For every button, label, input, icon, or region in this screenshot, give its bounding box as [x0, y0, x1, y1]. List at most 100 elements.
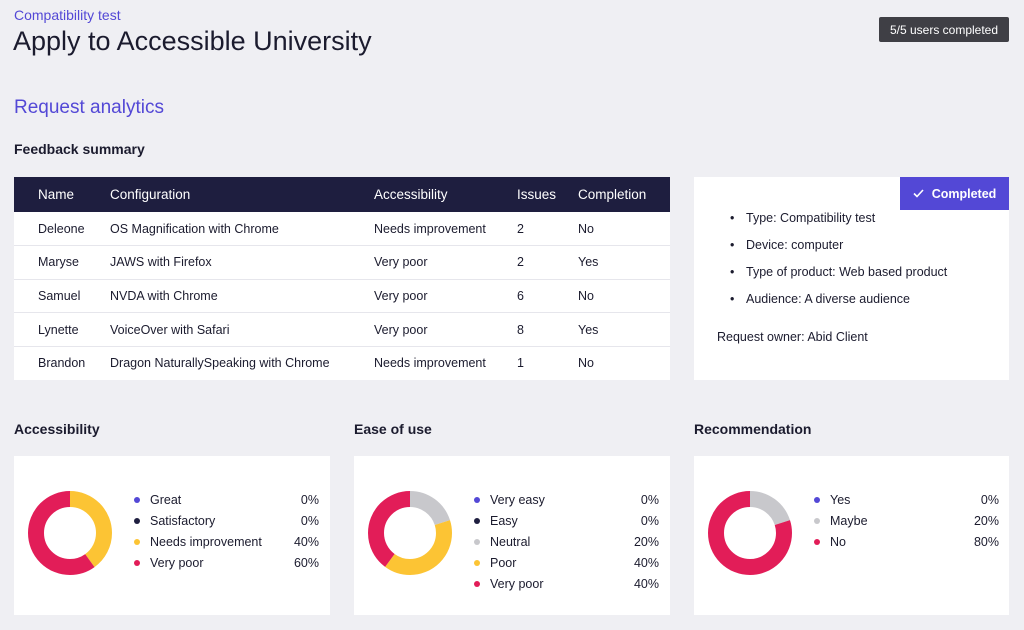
check-icon — [913, 187, 924, 201]
cell-issues: 1 — [517, 356, 524, 371]
page-eyebrow: Compatibility test — [14, 7, 121, 23]
legend-item: No 80% — [814, 531, 999, 552]
recommendation-donut — [708, 491, 792, 575]
cell-accessibility: Very poor — [374, 288, 428, 303]
section-title: Request analytics — [14, 97, 164, 118]
legend-item: Easy 0% — [474, 510, 659, 531]
donut-segment-very-poor — [368, 491, 452, 575]
completed-badge-label: Completed — [931, 186, 997, 201]
legend-item: Very poor 60% — [134, 552, 319, 573]
ease-of-use-donut — [368, 491, 452, 575]
cell-name: Deleone — [38, 221, 85, 236]
ease-of-use-heading: Ease of use — [354, 421, 432, 437]
cell-name: Brandon — [38, 356, 86, 371]
cell-completion: No — [578, 288, 594, 303]
legend-label: Great — [150, 492, 182, 507]
legend-percent: 20% — [973, 513, 999, 528]
cell-configuration: Dragon NaturallySpeaking with Chrome — [110, 356, 330, 371]
detail-type: Type: Compatibility test — [730, 210, 947, 237]
cell-completion: Yes — [578, 322, 599, 337]
column-header-name[interactable]: Name — [38, 187, 75, 202]
recommendation-heading: Recommendation — [694, 421, 812, 437]
legend-item: Very poor 40% — [474, 573, 659, 594]
legend-label: Maybe — [830, 513, 868, 528]
completed-badge: Completed — [900, 177, 1009, 210]
feedback-table: Name Configuration Accessibility Issues … — [14, 177, 670, 380]
accessibility-heading: Accessibility — [14, 421, 100, 437]
cell-completion: No — [578, 356, 594, 371]
legend-label: No — [830, 534, 846, 549]
cell-configuration: JAWS with Firefox — [110, 255, 212, 270]
donut-segment-no — [708, 491, 792, 575]
ease-of-use-panel: Very easy 0% Easy 0% Neutral 20% Poor 40% Ve… — [354, 456, 670, 615]
cell-accessibility: Needs improvement — [374, 356, 486, 371]
cell-name: Samuel — [38, 288, 81, 303]
table-row[interactable]: Lynette VoiceOver with Safari Very poor … — [14, 313, 670, 347]
legend-percent: 40% — [633, 576, 659, 591]
legend-percent: 0% — [640, 492, 659, 507]
table-row[interactable]: Samuel NVDA with Chrome Very poor 6 No — [14, 279, 670, 313]
legend-dot — [474, 538, 480, 545]
legend-dot — [814, 517, 820, 524]
legend-item: Needs improvement 40% — [134, 531, 319, 552]
legend-label: Needs improvement — [150, 534, 262, 549]
cell-completion: Yes — [578, 255, 599, 270]
cell-name: Maryse — [38, 255, 79, 270]
accessibility-panel: Great 0% Satisfactory 0% Needs improvement… — [14, 456, 330, 615]
detail-product-type: Type of product: Web based product — [730, 264, 947, 291]
cell-name: Lynette — [38, 322, 79, 337]
request-details-list: Type: Compatibility test Device: compute… — [730, 210, 947, 318]
page-title: Apply to Accessible University — [13, 26, 372, 56]
cell-accessibility: Needs improvement — [374, 221, 486, 236]
legend-percent: 60% — [293, 555, 319, 570]
legend-dot — [134, 559, 140, 566]
legend-item: Poor 40% — [474, 552, 659, 573]
ease-of-use-legend: Very easy 0% Easy 0% Neutral 20% Poor 40% Ve… — [474, 489, 659, 594]
column-header-accessibility[interactable]: Accessibility — [374, 187, 448, 202]
accessibility-legend: Great 0% Satisfactory 0% Needs improvement… — [134, 489, 319, 573]
legend-dot — [474, 517, 480, 524]
column-header-configuration[interactable]: Configuration — [110, 187, 191, 202]
cell-issues: 6 — [517, 288, 524, 303]
legend-percent: 0% — [980, 492, 999, 507]
legend-label: Easy — [490, 513, 518, 528]
legend-percent: 0% — [300, 492, 319, 507]
legend-label: Very poor — [490, 576, 544, 591]
legend-label: Poor — [490, 555, 517, 570]
legend-dot — [474, 580, 480, 587]
cell-configuration: VoiceOver with Safari — [110, 322, 230, 337]
column-header-issues[interactable]: Issues — [517, 187, 557, 202]
cell-issues: 2 — [517, 255, 524, 270]
legend-dot — [814, 538, 820, 545]
legend-label: Very easy — [490, 492, 545, 507]
legend-item: Great 0% — [134, 489, 319, 510]
detail-audience: Audience: A diverse audience — [730, 291, 947, 318]
cell-completion: No — [578, 221, 594, 236]
detail-device: Device: computer — [730, 237, 947, 264]
request-details-card: Completed Type: Compatibility test Devic… — [694, 177, 1009, 380]
legend-item: Satisfactory 0% — [134, 510, 319, 531]
table-row[interactable]: Deleone OS Magnification with Chrome Nee… — [14, 212, 670, 246]
legend-label: Satisfactory — [150, 513, 216, 528]
recommendation-panel: Yes 0% Maybe 20% No 80% — [694, 456, 1009, 615]
cell-accessibility: Very poor — [374, 255, 428, 270]
legend-dot — [134, 538, 140, 545]
legend-item: Very easy 0% — [474, 489, 659, 510]
table-row[interactable]: Maryse JAWS with Firefox Very poor 2 Yes — [14, 246, 670, 280]
cell-issues: 8 — [517, 322, 524, 337]
table-header-row: Name Configuration Accessibility Issues … — [14, 177, 670, 212]
legend-label: Very poor — [150, 555, 204, 570]
legend-item: Maybe 20% — [814, 510, 999, 531]
accessibility-donut — [28, 491, 112, 575]
legend-label: Yes — [830, 492, 851, 507]
cell-issues: 2 — [517, 221, 524, 236]
column-header-completion[interactable]: Completion — [578, 187, 647, 202]
legend-percent: 40% — [293, 534, 319, 549]
cell-configuration: OS Magnification with Chrome — [110, 221, 279, 236]
donut-segment-poor — [368, 491, 452, 575]
table-row[interactable]: Brandon Dragon NaturallySpeaking with Ch… — [14, 346, 670, 380]
legend-dot — [474, 559, 480, 566]
cell-configuration: NVDA with Chrome — [110, 288, 218, 303]
legend-item: Yes 0% — [814, 489, 999, 510]
legend-percent: 40% — [633, 555, 659, 570]
